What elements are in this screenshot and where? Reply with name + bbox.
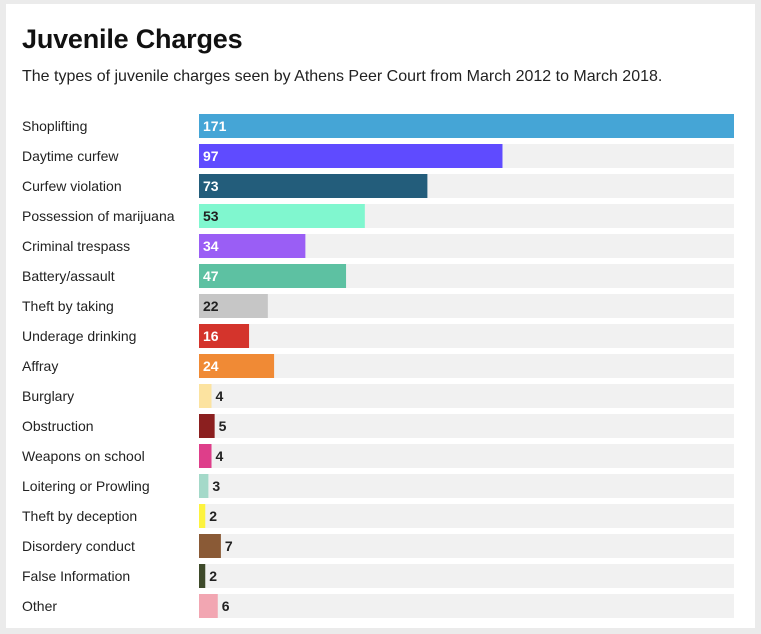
- bar-weapons-on-school: [199, 444, 212, 468]
- bar-track: [199, 414, 734, 438]
- bar-false-information: [199, 564, 206, 588]
- category-label: Underage drinking: [22, 328, 136, 344]
- bar-track: [199, 534, 734, 558]
- category-label: Other: [22, 598, 57, 614]
- category-label: Obstruction: [22, 418, 94, 434]
- bar-row-burglary: Burglary 4: [22, 384, 734, 408]
- bar-possession-of-marijuana: [199, 204, 365, 228]
- chart-card: Juvenile Charges The types of juvenile c…: [6, 4, 755, 628]
- value-label: 4: [216, 388, 224, 404]
- category-label: Criminal trespass: [22, 238, 130, 254]
- value-label: 2: [209, 508, 217, 524]
- bar-obstruction: [199, 414, 215, 438]
- bar-row-curfew-violation: Curfew violation 73: [22, 174, 734, 198]
- bar-track: [199, 354, 734, 378]
- bar-track: [199, 444, 734, 468]
- bar-row-theft-by-deception: Theft by deception 2: [22, 504, 734, 528]
- bar-track: [199, 564, 734, 588]
- value-label: 73: [203, 178, 219, 194]
- value-label: 6: [222, 598, 230, 614]
- category-label: Curfew violation: [22, 178, 122, 194]
- category-label: Possession of marijuana: [22, 208, 175, 224]
- bar-row-weapons-on-school: Weapons on school 4: [22, 444, 734, 468]
- bar-theft-by-taking: [199, 294, 268, 318]
- bar-track: [199, 384, 734, 408]
- value-label: 2: [209, 568, 217, 584]
- bar-curfew-violation: [199, 174, 428, 198]
- bar-affray: [199, 354, 275, 378]
- bar-row-underage-drinking: Underage drinking 16: [22, 324, 734, 348]
- value-label: 47: [203, 268, 219, 284]
- value-label: 3: [212, 478, 220, 494]
- bar-loitering-or-prowling: [199, 474, 209, 498]
- category-label: False Information: [22, 568, 130, 584]
- bar-row-affray: Affray 24: [22, 354, 734, 378]
- value-label: 16: [203, 328, 219, 344]
- value-label: 53: [203, 208, 219, 224]
- category-label: Shoplifting: [22, 118, 87, 134]
- chart-title: Juvenile Charges: [22, 24, 243, 54]
- value-label: 97: [203, 148, 219, 164]
- bar-other: [199, 594, 218, 618]
- category-label: Affray: [22, 358, 58, 374]
- bar-row-false-information: False Information 2: [22, 564, 734, 588]
- bar-track: [199, 504, 734, 528]
- bar-track: [199, 324, 734, 348]
- value-label: 5: [219, 418, 227, 434]
- bar-burglary: [199, 384, 212, 408]
- category-label: Theft by deception: [22, 508, 137, 524]
- bar-criminal-trespass: [199, 234, 306, 258]
- bar-track: [199, 474, 734, 498]
- bar-row-theft-by-taking: Theft by taking 22: [22, 294, 734, 318]
- bar-daytime-curfew: [199, 144, 503, 168]
- bar-row-obstruction: Obstruction 5: [22, 414, 734, 438]
- bar-row-shoplifting: Shoplifting 171: [22, 114, 734, 138]
- bar-row-disordery-conduct: Disordery conduct 7: [22, 534, 734, 558]
- bar-disordery-conduct: [199, 534, 221, 558]
- category-label: Theft by taking: [22, 298, 114, 314]
- bar-row-possession-of-marijuana: Possession of marijuana 53: [22, 204, 734, 228]
- value-label: 24: [203, 358, 219, 374]
- bar-shoplifting: [199, 114, 734, 138]
- bar-row-daytime-curfew: Daytime curfew 97: [22, 144, 734, 168]
- bar-underage-drinking: [199, 324, 250, 348]
- bar-battery-assault: [199, 264, 347, 288]
- category-label: Battery/assault: [22, 268, 115, 284]
- category-label: Daytime curfew: [22, 148, 119, 164]
- value-label: 34: [203, 238, 219, 254]
- bar-chart: Shoplifting 171 Daytime curfew 97 Curfew vio…: [22, 114, 734, 618]
- bar-row-other: Other 6: [22, 594, 734, 618]
- category-label: Burglary: [22, 388, 74, 404]
- category-label: Loitering or Prowling: [22, 478, 150, 494]
- bar-track: [199, 594, 734, 618]
- value-label: 4: [216, 448, 224, 464]
- value-label: 171: [203, 118, 227, 134]
- bar-row-battery-assault: Battery/assault 47: [22, 264, 734, 288]
- bar-row-loitering-or-prowling: Loitering or Prowling 3: [22, 474, 734, 498]
- value-label: 7: [225, 538, 233, 554]
- bar-track: [199, 294, 734, 318]
- category-label: Disordery conduct: [22, 538, 135, 554]
- value-label: 22: [203, 298, 219, 314]
- bar-theft-by-deception: [199, 504, 206, 528]
- chart-subtitle: The types of juvenile charges seen by At…: [22, 68, 663, 85]
- bar-row-criminal-trespass: Criminal trespass 34: [22, 234, 734, 258]
- category-label: Weapons on school: [22, 448, 145, 464]
